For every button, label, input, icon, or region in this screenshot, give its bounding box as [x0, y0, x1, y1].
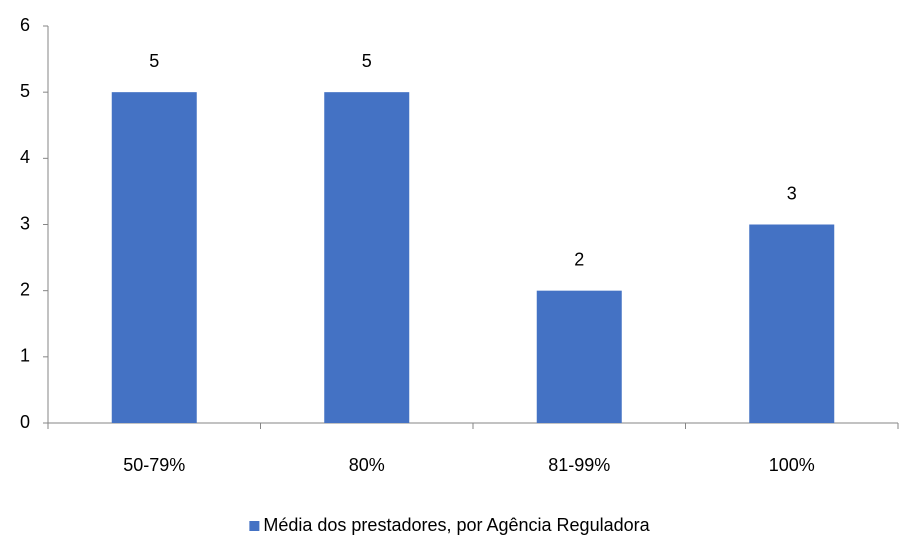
data-label: 5 [362, 51, 372, 71]
y-tick-label: 3 [20, 213, 30, 233]
y-tick-label: 0 [20, 412, 30, 432]
data-label: 2 [574, 249, 584, 269]
y-tick-label: 4 [20, 147, 30, 167]
legend-label: Média dos prestadores, por Agência Regul… [263, 515, 650, 535]
y-tick-label: 6 [20, 15, 30, 35]
y-tick-label: 5 [20, 81, 30, 101]
bar [749, 224, 835, 423]
x-tick-label: 80% [349, 455, 385, 475]
data-label: 3 [787, 183, 797, 203]
x-tick-label: 100% [769, 455, 815, 475]
bar [324, 92, 410, 424]
x-tick-label: 50-79% [123, 455, 185, 475]
y-tick-label: 1 [20, 346, 30, 366]
bar [111, 92, 197, 424]
bar [536, 290, 622, 423]
legend-swatch [249, 521, 260, 531]
data-label: 5 [149, 51, 159, 71]
x-tick-label: 81-99% [548, 455, 610, 475]
y-tick-label: 2 [20, 279, 30, 299]
